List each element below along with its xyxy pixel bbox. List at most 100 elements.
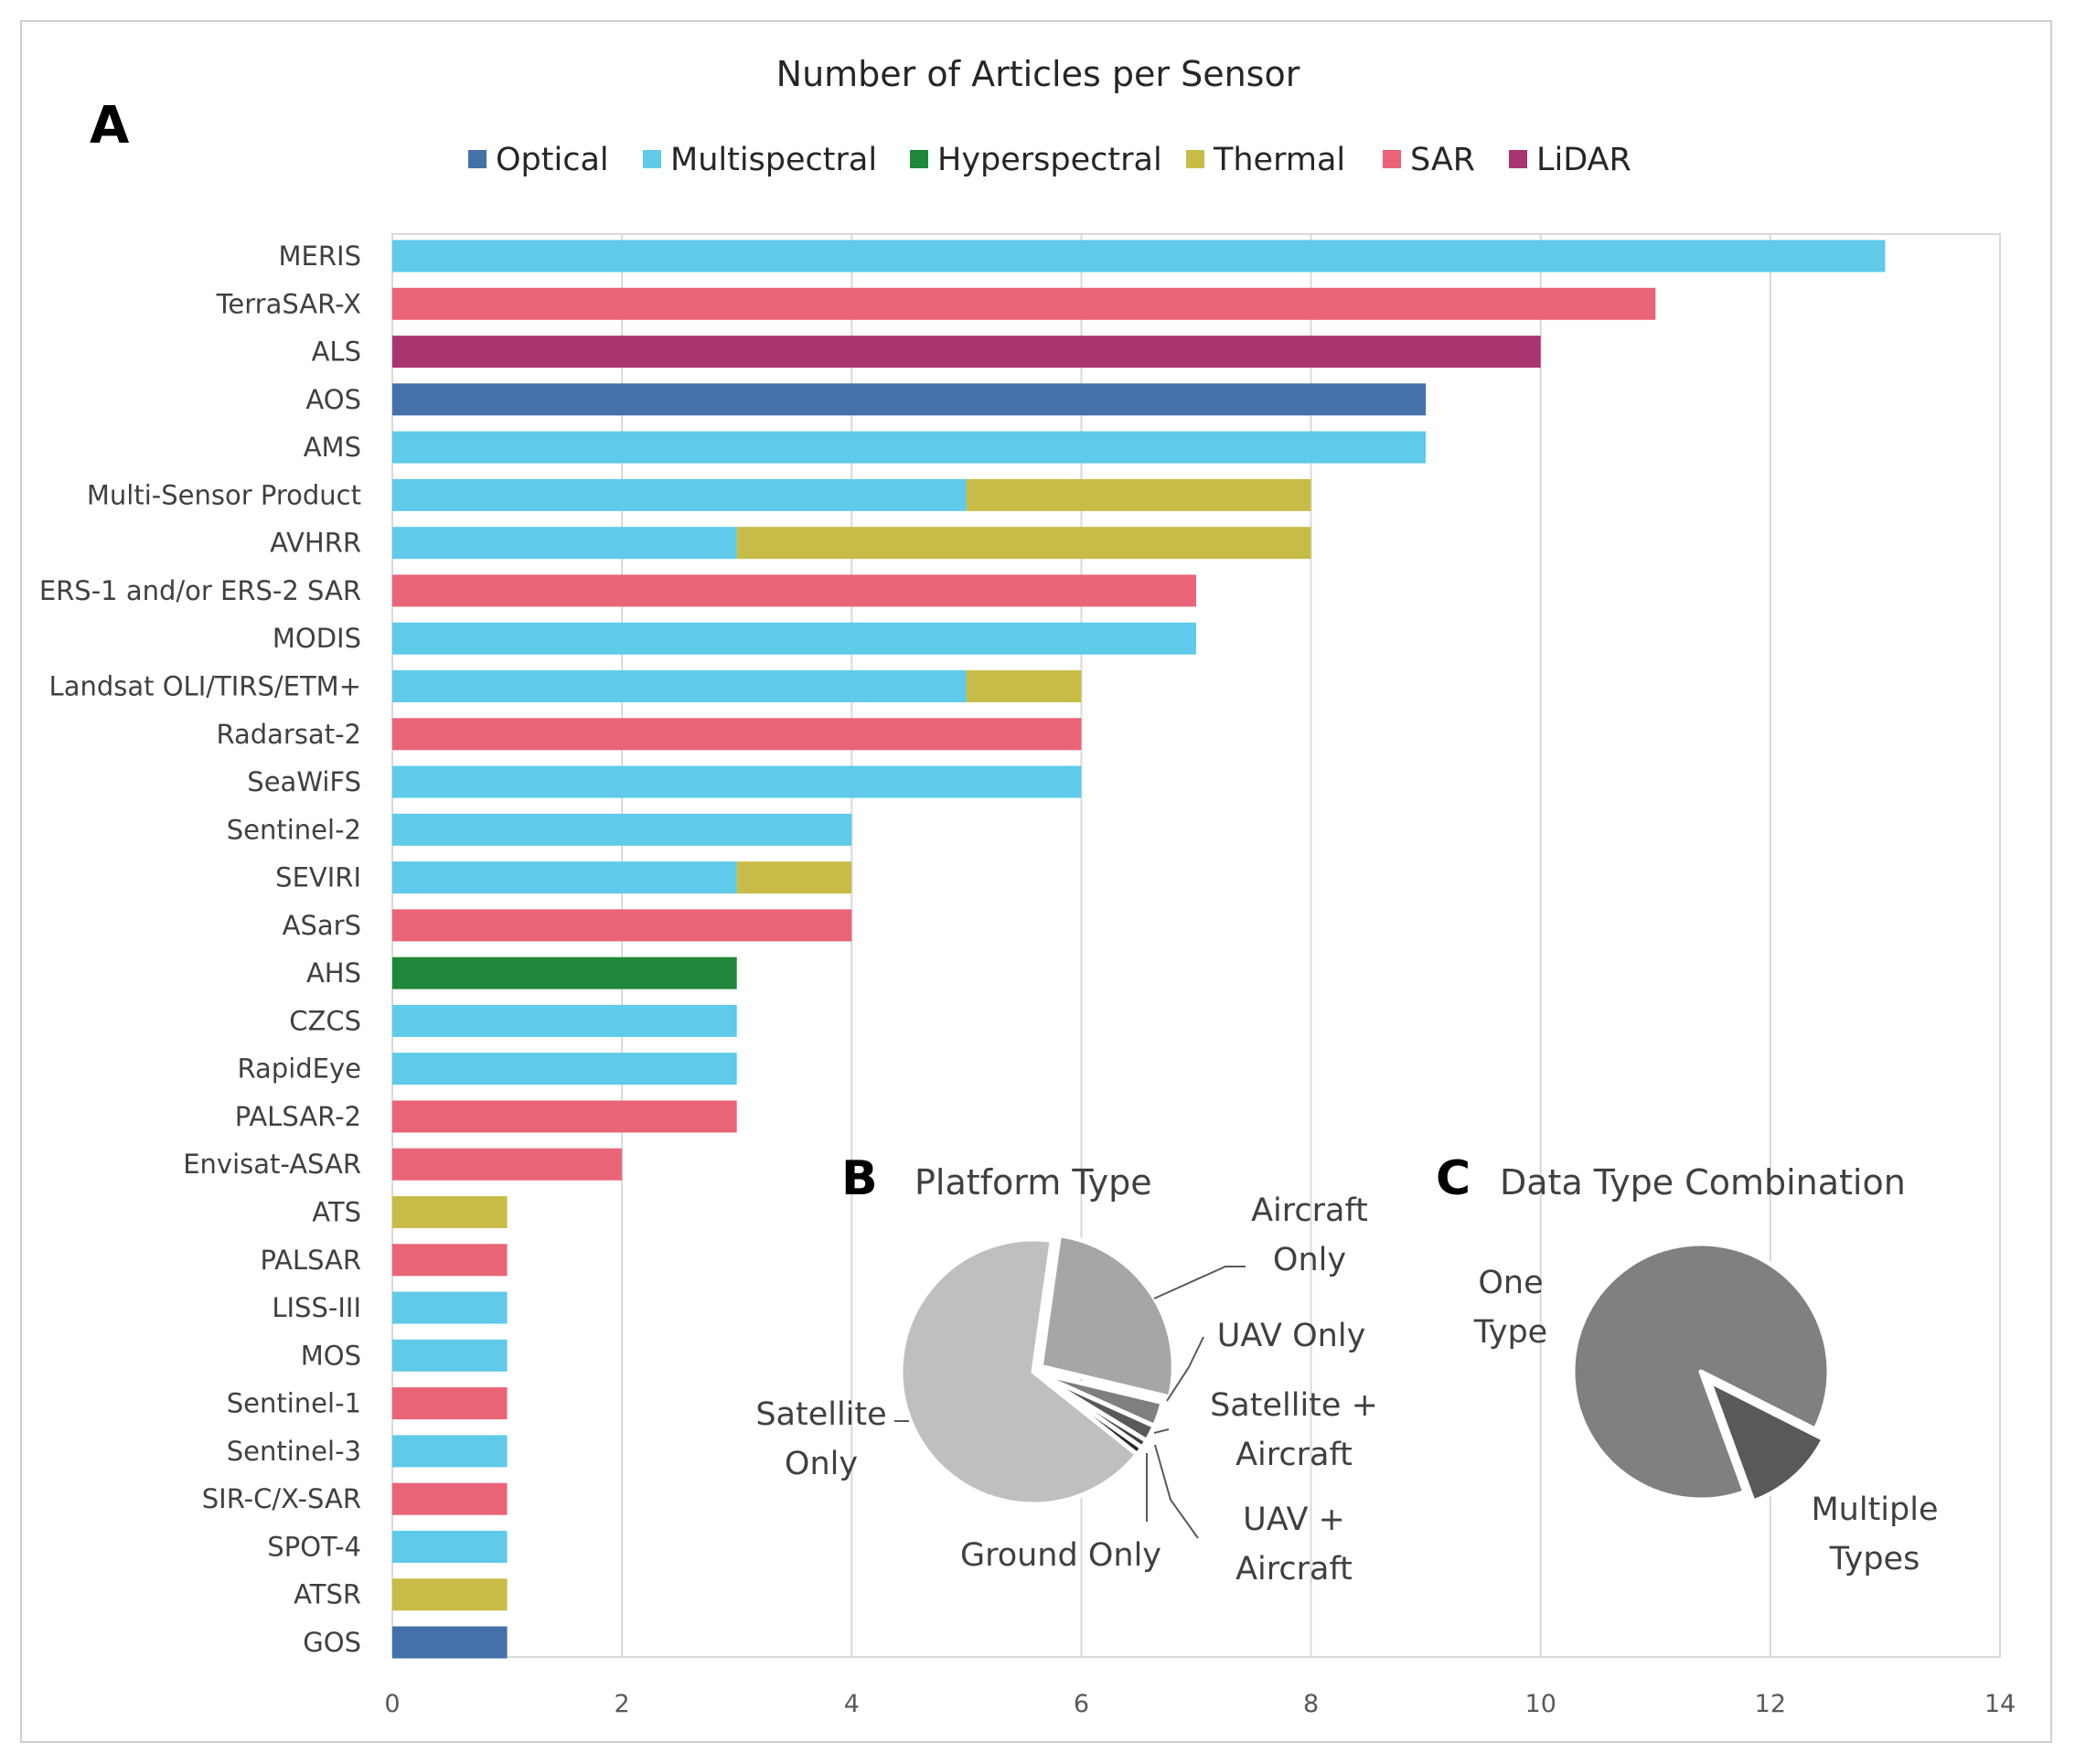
pie-leader-line (1166, 1336, 1204, 1402)
pie-slice (1706, 1378, 1826, 1504)
y-axis-labels: MERIS TerraSAR-X ALS AOS AMS Multi-Sensor Pro… (39, 241, 361, 1658)
bar-segment (392, 478, 967, 511)
bar-segment (966, 669, 1082, 702)
bar-segment (392, 861, 737, 894)
pie-leader-line (1154, 1444, 1199, 1539)
pie-leader-line (1153, 1428, 1170, 1434)
y-category-label: MERIS (279, 241, 361, 272)
bar-segment (392, 574, 1196, 607)
bar-segment (392, 909, 852, 942)
bar-segment (392, 1339, 508, 1372)
legend-label: Hyperspectral (937, 142, 1162, 178)
pie-label: Aircraft Only (1251, 1192, 1368, 1278)
pie-label: UAV Only (1217, 1318, 1366, 1354)
panel-b-letter: B (841, 1151, 878, 1206)
y-category-label: SIR-C/X-SAR (202, 1483, 361, 1514)
y-category-label: ERS-1 and/or ERS-2 SAR (39, 575, 361, 606)
legend-swatch (643, 150, 661, 168)
data-type-combination-pie: C Data Type Combination One Type Multiple Typ… (1436, 1151, 1939, 1577)
bar-segment (392, 957, 737, 989)
pie-label: Multiple Types (1811, 1491, 1938, 1577)
y-category-label: Sentinel-2 (227, 814, 361, 845)
y-category-label: MODIS (273, 623, 361, 654)
y-category-label: TerraSAR-X (216, 288, 361, 319)
legend-swatch (1509, 150, 1527, 168)
y-category-label: Sentinel-1 (227, 1388, 361, 1419)
y-category-label: SPOT-4 (267, 1531, 361, 1562)
platform-type-pie: B Platform Type Aircraft Only UAV Only Satell… (755, 1151, 1378, 1588)
bar-segment (392, 1482, 508, 1515)
bar-segment (392, 240, 1886, 273)
legend-swatch (910, 150, 928, 168)
pie-label: One Type (1473, 1265, 1547, 1351)
pie-label: Ground Only (960, 1537, 1161, 1574)
bar-segment (736, 527, 1311, 560)
legend-swatch (1383, 150, 1401, 168)
bar-segment (392, 527, 737, 560)
pie-slice (1038, 1233, 1176, 1400)
bar-segment (392, 669, 967, 702)
y-category-label: MOS (301, 1340, 361, 1371)
y-category-label: ATS (312, 1197, 361, 1228)
y-category-label: LISS-III (272, 1292, 361, 1323)
bar-segment (392, 1196, 508, 1229)
pie-leader-line (1153, 1266, 1246, 1299)
x-tick-label: 2 (615, 1690, 630, 1718)
figure-frame (20, 20, 2052, 1743)
y-category-label: Sentinel-3 (227, 1436, 361, 1467)
pie-title: Platform Type (914, 1162, 1152, 1203)
y-category-label: Envisat-ASAR (183, 1149, 361, 1180)
y-category-label: Landsat OLI/TIRS/ETM+ (49, 670, 361, 701)
bar-segment (736, 861, 852, 894)
x-tick-label: 8 (1303, 1690, 1319, 1718)
legend-swatch (468, 150, 487, 168)
bar-segment (392, 765, 1082, 798)
y-category-label: RapidEye (238, 1053, 361, 1085)
chart-title: Number of Articles per Sensor (776, 54, 1300, 94)
y-category-label: ALS (312, 337, 361, 368)
y-category-label: PALSAR-2 (235, 1101, 361, 1132)
x-axis-ticks: 0 2 4 6 8 10 12 14 (384, 1690, 2016, 1718)
pie-label: Satellite Only (755, 1396, 886, 1482)
bar-segment (392, 622, 1196, 655)
legend-swatch (1186, 150, 1204, 168)
legend-label: Optical (496, 142, 609, 178)
y-category-label: GOS (303, 1627, 361, 1658)
bar-segment (392, 1578, 508, 1611)
y-category-label: ATSR (294, 1579, 361, 1610)
bar-segment (392, 287, 1656, 320)
y-category-label: AOS (305, 384, 361, 415)
x-tick-label: 10 (1525, 1690, 1556, 1718)
bar-segment (392, 718, 1082, 751)
bar-segment (392, 431, 1427, 464)
bar-segment (392, 813, 852, 846)
pie-slice (1570, 1241, 1832, 1502)
x-tick-label: 12 (1755, 1690, 1786, 1718)
pie-label: UAV + Aircraft (1235, 1502, 1353, 1588)
bar-segment (392, 1291, 508, 1324)
y-category-label: CZCS (289, 1005, 361, 1036)
legend-label: Thermal (1213, 142, 1345, 178)
bar-segment (392, 1626, 508, 1659)
legend: Optical Multispectral Hyperspectral Thermal… (468, 142, 1631, 178)
bar-segment (392, 1530, 508, 1563)
bar-segment (392, 1387, 508, 1420)
legend-label: LiDAR (1536, 142, 1631, 178)
x-tick-label: 6 (1074, 1690, 1089, 1718)
y-category-label: PALSAR (260, 1245, 361, 1276)
bars (392, 240, 1886, 1659)
bar-segment (392, 1053, 737, 1085)
x-tick-label: 4 (844, 1690, 860, 1718)
y-category-label: AMS (304, 432, 361, 463)
y-category-label: Multi-Sensor Product (87, 479, 361, 510)
x-tick-label: 14 (1984, 1690, 2016, 1718)
y-category-label: SEVIRI (275, 862, 361, 893)
y-category-label: Radarsat-2 (216, 719, 361, 750)
y-category-label: ASarS (283, 910, 361, 941)
x-tick-label: 0 (384, 1690, 400, 1718)
pie-title: Data Type Combination (1500, 1162, 1906, 1203)
bar-segment (392, 336, 1541, 369)
pie-slice (898, 1236, 1139, 1507)
bar-segment (392, 1100, 737, 1133)
